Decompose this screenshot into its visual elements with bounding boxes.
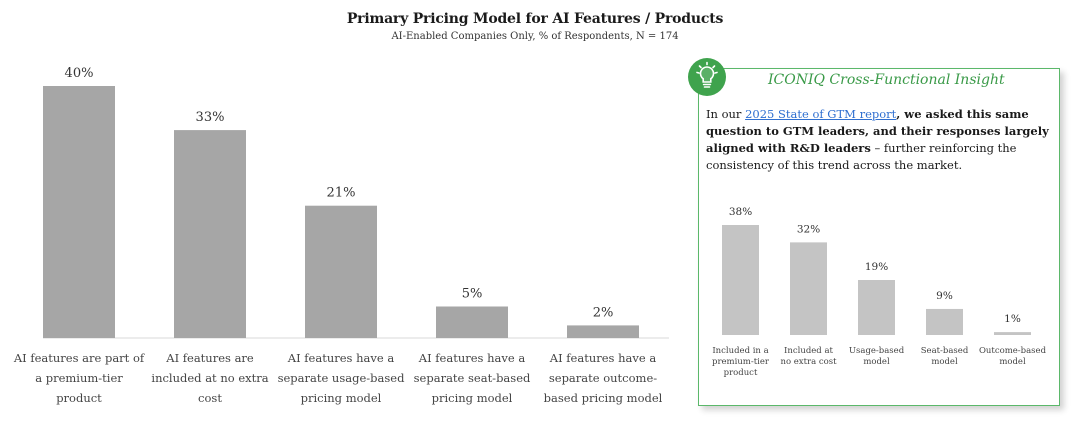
bar — [43, 86, 115, 338]
data-label: 21% — [327, 186, 356, 201]
data-label: 38% — [729, 206, 752, 218]
insight-rest-text: – further reinforcing the consistency of… — [706, 141, 1017, 172]
category-label: separate outcome- — [549, 371, 657, 385]
main-bar-chart: 40% AI features are part of a premium-tier… — [13, 66, 669, 405]
bar — [790, 242, 827, 335]
insight-heading: ICONIQ Cross-Functional Insight — [768, 72, 1005, 88]
category-label: no extra cost — [780, 357, 837, 367]
bar — [567, 325, 639, 338]
category-label: Seat-based — [921, 346, 969, 356]
data-label: 33% — [196, 110, 225, 125]
data-label: 19% — [865, 261, 888, 273]
category-label: Included in a — [712, 346, 768, 356]
category-label: included at no extra — [151, 371, 268, 385]
category-label: Included at — [784, 346, 833, 356]
category-label: model — [931, 357, 958, 367]
category-label: pricing model — [432, 391, 513, 405]
chart-title: Primary Pricing Model for AI Features / … — [346, 11, 724, 27]
category-label: separate seat-based — [414, 371, 531, 385]
bar — [858, 280, 895, 335]
data-label: 40% — [65, 66, 94, 81]
gtm-report-link[interactable]: 2025 State of GTM report — [745, 107, 897, 121]
bar — [436, 306, 508, 338]
data-label: 9% — [936, 290, 953, 302]
category-label: model — [999, 357, 1026, 367]
category-label: Usage-based — [849, 346, 905, 356]
chart-subtitle: AI-Enabled Companies Only, % of Responde… — [391, 31, 679, 42]
category-label: separate usage-based — [278, 371, 406, 385]
bar — [722, 225, 759, 335]
category-label: product — [724, 368, 758, 378]
lightbulb-icon — [688, 58, 726, 96]
category-label: AI features have a — [549, 351, 657, 365]
category-label: Outcome-based — [979, 346, 1047, 356]
data-label: 5% — [462, 287, 483, 302]
insight-intro: In our — [706, 107, 746, 121]
category-label: AI features are — [165, 351, 254, 365]
category-label: AI features are part of — [13, 351, 145, 365]
insight-bold-text: , we asked this same question to GTM lea… — [706, 107, 1049, 155]
bar — [174, 130, 246, 338]
data-label: 32% — [797, 223, 820, 235]
data-label: 2% — [593, 305, 614, 320]
bar — [994, 332, 1031, 335]
category-label: a premium-tier — [35, 371, 123, 385]
category-label: AI features have a — [287, 351, 395, 365]
category-label: based pricing model — [544, 391, 663, 405]
insight-text: In our 2025 State of GTM report, we aske… — [706, 106, 1054, 174]
category-label: model — [863, 357, 890, 367]
bar — [926, 308, 963, 335]
category-label: cost — [198, 391, 222, 405]
bar — [305, 205, 377, 338]
category-label: product — [56, 391, 102, 405]
data-label: 1% — [1004, 313, 1021, 325]
category-label: premium-tier — [712, 357, 770, 367]
category-label: AI features have a — [418, 351, 526, 365]
category-label: pricing model — [301, 391, 382, 405]
